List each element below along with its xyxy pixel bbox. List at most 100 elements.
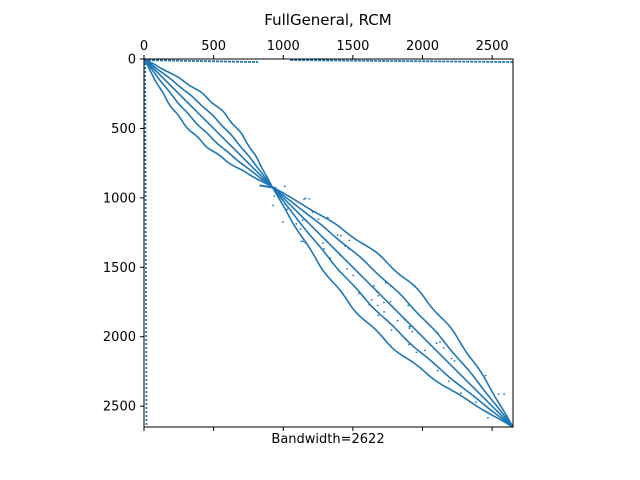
first-row-entries-0 [143, 59, 259, 63]
scatter-entry [295, 223, 298, 225]
matrix-pattern [143, 58, 514, 428]
scatter-entry [326, 216, 329, 219]
scatter-entry [487, 416, 489, 419]
scatter-entry [376, 304, 379, 307]
scatter-entry [389, 300, 392, 303]
scatter-entry [375, 290, 378, 293]
scatter-entry [503, 393, 505, 396]
scatter-entry [396, 319, 399, 322]
scatter-entry [283, 185, 286, 188]
first-row-entries-1 [290, 59, 514, 63]
scatter-entry [347, 248, 350, 250]
scatter-entry [377, 294, 380, 297]
plot-frame [143, 58, 514, 428]
band-lower-1 [271, 186, 514, 428]
scatter-entry [490, 413, 493, 416]
scatter-entry [436, 369, 439, 372]
scatter-entry [407, 304, 410, 307]
scatter-entry [383, 301, 385, 304]
scatter-entry [453, 360, 456, 362]
scatter-entry [340, 234, 342, 237]
scatter-entry [377, 291, 380, 294]
scatter-entry [435, 342, 438, 345]
scatter-entry [390, 329, 393, 332]
y-tick-label: 2000 [103, 330, 136, 345]
scatter-entry [411, 330, 414, 333]
first-column-entries [144, 58, 148, 428]
scatter-entry [389, 285, 392, 287]
scatter-entry [439, 341, 441, 343]
scatter-entry [272, 204, 274, 207]
x-axis-ticks: 0 500 1000 1500 2000 2500 [140, 39, 509, 431]
scatter-entry [442, 346, 445, 349]
scatter-entry [415, 351, 418, 354]
scatter-entry [372, 284, 375, 287]
scatter-entry [273, 195, 276, 198]
scatter-entry [308, 197, 311, 200]
scatter-entry [358, 292, 360, 295]
scatter-entry [302, 240, 305, 243]
x-tick-label: 2000 [406, 39, 439, 54]
scatter-entry [317, 218, 320, 221]
band-upper-1 [143, 58, 273, 188]
scatter-entry [304, 241, 307, 244]
y-tick-label: 1000 [103, 191, 136, 206]
y-tick-label: 2500 [103, 400, 136, 415]
scatter-entry [408, 343, 410, 346]
scatter-entry [344, 245, 347, 247]
scatter-entry [377, 314, 380, 317]
scatter-entry [329, 257, 332, 260]
scatter-entry [346, 267, 348, 270]
scatter-entry [460, 392, 462, 395]
scatter-entry [383, 311, 385, 313]
scatter-entry [284, 203, 286, 205]
y-tick-label: 0 [128, 53, 136, 68]
y-tick-label: 1500 [103, 261, 136, 276]
scatter-entry [311, 211, 314, 214]
x-tick-label: 0 [140, 39, 148, 54]
scatter-entry [348, 239, 351, 242]
scatter-entry [368, 303, 371, 306]
scatter-entry [403, 318, 406, 321]
scatter-entry [370, 298, 373, 301]
scatter-entry [408, 327, 411, 330]
scatter-entry [303, 198, 305, 201]
x-tick-label: 1500 [336, 39, 369, 54]
scatter-entry [447, 380, 450, 383]
band-upper-0 [143, 58, 273, 188]
diagonal-band [143, 58, 514, 428]
scatter-entry [339, 254, 342, 257]
scatter-entry [424, 349, 426, 352]
scatter-entry [336, 234, 339, 237]
axes-frame [143, 58, 514, 428]
scatter-entry [323, 248, 325, 250]
scatter-entry [409, 325, 412, 328]
scatter-entry [384, 281, 387, 284]
scatter-entry [450, 357, 453, 360]
scatter-entry [352, 274, 355, 277]
x-tick-label: 2500 [476, 39, 509, 54]
scatter-entry [436, 331, 439, 334]
chart-title: FullGeneral, RCM [264, 11, 391, 29]
band-lower-2 [271, 186, 514, 428]
y-axis-ticks: 0 500 1000 1500 2000 2500 [103, 53, 144, 415]
scatter-entry [299, 228, 302, 231]
band-lower-3 [271, 186, 514, 428]
scatter-entry [484, 374, 487, 377]
crossing-knot [259, 184, 277, 190]
scatter-entry [322, 242, 324, 244]
scatter-entry [497, 393, 500, 395]
band-upper-2 [143, 58, 273, 188]
scatter-entry [300, 240, 303, 243]
scatter-entry [421, 352, 423, 355]
band-upper-3 [143, 58, 273, 188]
scatter-entry [301, 219, 304, 221]
scatter-entry [475, 401, 478, 404]
scatter-entry [281, 220, 284, 223]
x-tick-label: 1000 [267, 39, 300, 54]
x-axis-label: Bandwidth=2622 [271, 432, 384, 447]
scatter-entry [304, 197, 307, 200]
scatter-entry [286, 208, 289, 211]
band-lower-0 [271, 186, 514, 428]
